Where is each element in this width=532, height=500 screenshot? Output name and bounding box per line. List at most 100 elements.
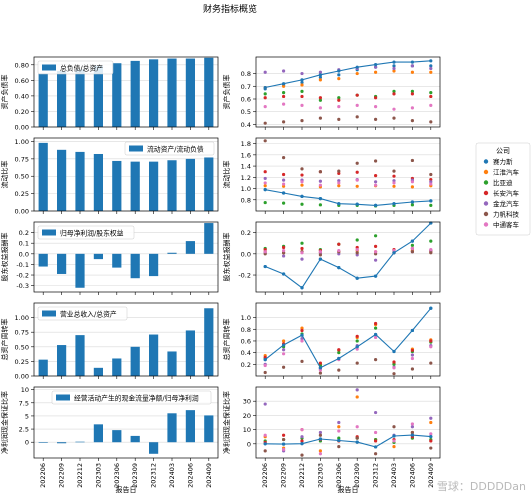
bar <box>130 435 140 443</box>
scatter-point <box>374 70 378 74</box>
plot-frame <box>33 56 219 128</box>
scatter-point <box>300 183 304 187</box>
ytick-label: 0.2 <box>241 229 251 237</box>
trend-line <box>264 222 432 289</box>
trend-point <box>429 306 433 310</box>
scatter-point <box>410 92 414 96</box>
scatter-point <box>392 107 396 111</box>
scatter-point <box>282 245 286 250</box>
scatter-point <box>318 250 322 254</box>
trend-point <box>300 194 304 198</box>
scatter-point <box>392 184 396 188</box>
bar <box>185 58 195 127</box>
bar <box>112 358 122 376</box>
scatter-point <box>374 321 378 326</box>
plot-frame <box>255 386 441 459</box>
bar <box>149 161 159 211</box>
scatter-point <box>429 203 433 207</box>
scatter-point <box>300 337 304 341</box>
scatter-point <box>392 360 396 364</box>
scatter-point <box>374 180 378 184</box>
ytick-label: 0.8 <box>241 70 251 78</box>
scatter-point <box>263 139 267 143</box>
scatter-point <box>337 420 341 425</box>
legend-marker <box>483 201 489 206</box>
scatter-point <box>318 452 322 456</box>
scatter-point <box>318 75 322 79</box>
ytick-label: 0.2 <box>241 361 251 369</box>
trend-point <box>355 440 359 444</box>
ytick-label: 0.0 <box>241 250 251 258</box>
xtick-label: 202212 <box>298 463 306 488</box>
xtick-label: 202209 <box>280 463 288 488</box>
scatter-point <box>300 428 304 432</box>
legend-label: 流动资产/流动负债 <box>147 145 204 154</box>
ytick-label: 0.00 <box>15 124 29 132</box>
scatter-point <box>410 353 414 357</box>
scatter-point <box>300 246 304 251</box>
trend-point <box>318 73 322 77</box>
scatter-point <box>429 361 433 365</box>
scatter-point <box>429 339 433 343</box>
scatter-point <box>300 359 304 363</box>
xtick-label: 202206 <box>261 463 269 488</box>
xtick-label: 202212 <box>76 463 84 488</box>
scatter-point <box>337 425 341 429</box>
scatter-point <box>282 84 286 88</box>
ytick-label: 20 <box>243 412 251 420</box>
scatter-point <box>300 71 304 76</box>
scatter-point <box>374 244 378 248</box>
bar <box>185 241 195 254</box>
trend-point <box>300 286 304 290</box>
scatter-point <box>429 94 433 99</box>
scatter-point <box>374 410 378 415</box>
scatter-point <box>374 335 378 340</box>
trend-point <box>355 65 359 69</box>
scatter-point <box>318 361 322 365</box>
ytick-label: 0.00 <box>15 208 29 216</box>
bar <box>167 413 177 443</box>
bar <box>57 71 67 127</box>
scatter-point <box>263 355 267 359</box>
scatter-point <box>300 257 304 261</box>
scatter-point <box>410 64 414 68</box>
scatter-point <box>337 96 341 100</box>
scatter-point <box>355 247 359 252</box>
scatter-point <box>429 251 433 255</box>
scatter-point <box>429 446 433 450</box>
subplot-2: 0.4 0.5 0.6 0.7 0.8 资产负债率 <box>222 56 441 130</box>
scatter-point <box>263 250 267 254</box>
scatter-point <box>410 203 414 207</box>
ytick-label: 0.80 <box>15 61 29 69</box>
scatter-point <box>300 453 304 457</box>
trend-point <box>392 60 396 64</box>
scatter-point <box>318 116 322 120</box>
bar <box>75 441 85 443</box>
xtick-label: 202403 <box>168 463 176 488</box>
legend-label: 经营活动产生的现金流量净额/归母净利润 <box>74 394 199 403</box>
trend-point <box>410 200 414 204</box>
scatter-point <box>374 105 378 109</box>
bar <box>130 60 140 128</box>
plot-frame <box>255 221 441 293</box>
scatter-point <box>429 91 433 95</box>
subplot-3: 0.00 0.25 0.50 0.75 1.00 流动比率 流动资产/流动负债 <box>0 137 219 216</box>
trend-point <box>300 78 304 82</box>
ytick-label: 0.2 <box>19 229 29 237</box>
legend-marker <box>483 222 489 227</box>
legend-company: 江淮汽车 <box>493 168 520 177</box>
subplot-4: 0.8 1.0 1.2 1.4 1.6 1.8 流动比率 <box>222 137 441 214</box>
bar <box>167 252 177 254</box>
ytick-label: 0.25 <box>15 358 29 366</box>
scatter-point <box>410 180 414 184</box>
scatter-point <box>318 98 322 102</box>
xtick-label: 202312 <box>150 463 158 488</box>
ylabel: 资产负债率 <box>0 75 9 110</box>
ytick-label: 30 <box>243 398 251 406</box>
ytick-label: 1.8 <box>241 140 251 148</box>
subplot-5: -0.3 -0.2 -0.1 0.0 0.1 0.2 股东权益报酬率 归母净利润/股东权益 <box>0 221 219 295</box>
legend-swatch <box>129 145 143 152</box>
bar <box>93 367 103 376</box>
plot-frame <box>33 137 219 212</box>
